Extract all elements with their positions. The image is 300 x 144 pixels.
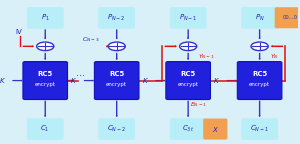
Text: $P_1$: $P_1$ [41, 13, 50, 23]
Text: $P_N$: $P_N$ [255, 13, 265, 23]
FancyBboxPatch shape [166, 62, 210, 100]
FancyBboxPatch shape [242, 119, 278, 139]
Text: $C_{N-3}$: $C_{N-3}$ [82, 35, 100, 44]
FancyBboxPatch shape [99, 7, 135, 28]
Text: $E_{N-1}$: $E_{N-1}$ [190, 100, 206, 109]
FancyBboxPatch shape [237, 62, 282, 100]
Text: $K$: $K$ [0, 76, 6, 85]
FancyBboxPatch shape [170, 7, 206, 28]
Text: $P_{N-2}$: $P_{N-2}$ [107, 13, 126, 23]
Text: encrypt: encrypt [35, 82, 56, 87]
Text: ...: ... [76, 68, 85, 78]
Text: $K$: $K$ [70, 76, 77, 85]
Text: $C_{3t}$: $C_{3t}$ [182, 124, 194, 134]
Text: RC5: RC5 [38, 71, 53, 77]
Text: $P_{N-1}$: $P_{N-1}$ [179, 13, 197, 23]
Circle shape [37, 42, 54, 51]
Text: RC5: RC5 [181, 71, 196, 77]
FancyBboxPatch shape [275, 8, 300, 28]
FancyBboxPatch shape [27, 7, 63, 28]
Text: $Y_{N-1}$: $Y_{N-1}$ [198, 52, 215, 61]
FancyBboxPatch shape [242, 7, 278, 28]
Text: $K$: $K$ [213, 76, 220, 85]
Text: RC5: RC5 [252, 71, 267, 77]
Text: $X$: $X$ [212, 125, 219, 133]
Text: $K$: $K$ [142, 76, 149, 85]
Text: $Y_N$: $Y_N$ [270, 52, 279, 61]
FancyBboxPatch shape [23, 62, 68, 100]
Text: IV: IV [15, 29, 22, 35]
FancyBboxPatch shape [170, 119, 206, 139]
FancyBboxPatch shape [27, 119, 63, 139]
Text: $C_{N-1}$: $C_{N-1}$ [250, 124, 269, 134]
Text: 00...0: 00...0 [283, 15, 298, 20]
Text: RC5: RC5 [109, 71, 124, 77]
Circle shape [108, 42, 125, 51]
FancyBboxPatch shape [94, 62, 139, 100]
Circle shape [251, 42, 268, 51]
FancyBboxPatch shape [204, 119, 227, 139]
Text: encrypt: encrypt [106, 82, 127, 87]
Text: $C_1$: $C_1$ [40, 124, 50, 134]
Text: $C_{N-2}$: $C_{N-2}$ [107, 124, 126, 134]
Circle shape [180, 42, 197, 51]
Text: encrypt: encrypt [178, 82, 199, 87]
Text: encrypt: encrypt [249, 82, 270, 87]
FancyBboxPatch shape [99, 119, 135, 139]
